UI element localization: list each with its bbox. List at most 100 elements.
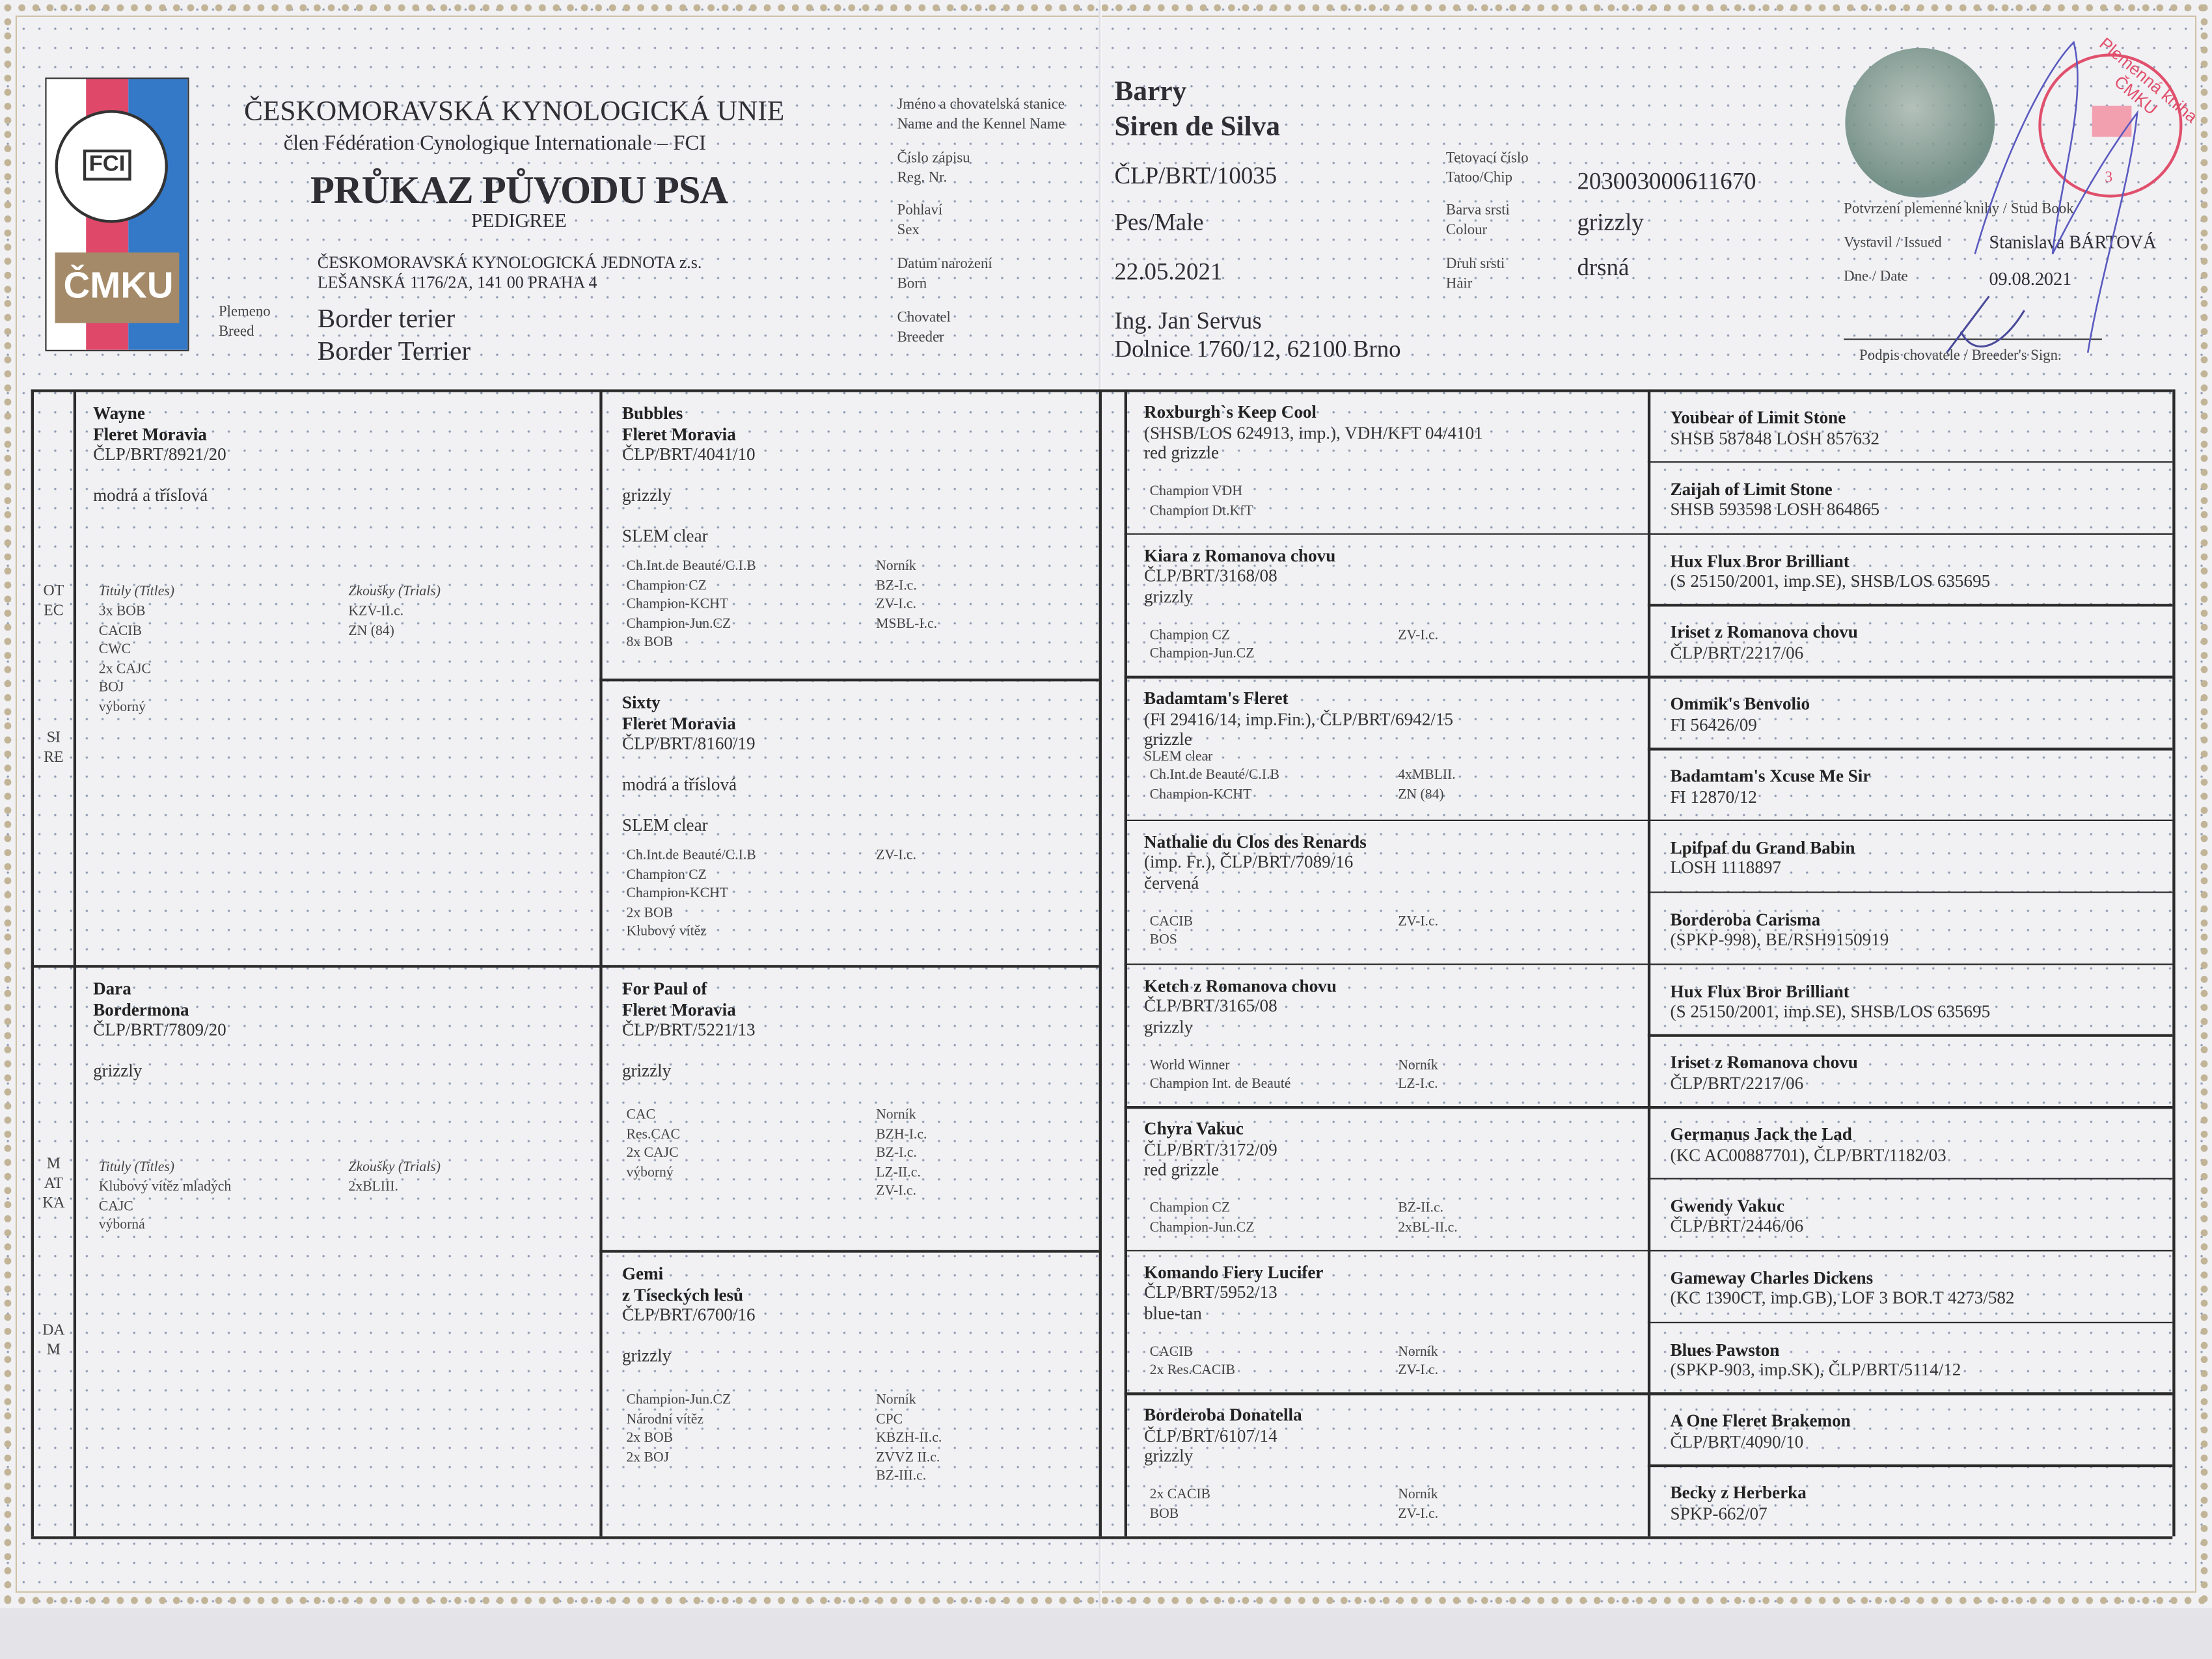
fci-emblem: FCI — [55, 110, 168, 223]
date-label: Dne / Date — [1844, 269, 1908, 286]
dog-name-line: For Paul of — [621, 978, 707, 999]
ancestor-cell-gen4: Ommik's Benvolio FI 56426/09 — [1648, 676, 2172, 748]
dog-name: Zaijah of Limit Stone — [1670, 479, 1833, 500]
table-rule — [1647, 1034, 2173, 1037]
address-line-2: LEŠANSKÁ 1176/2A, 141 00 PRAHA 4 — [317, 272, 597, 292]
table-rule — [1647, 1178, 2173, 1180]
list-item: výborný — [626, 1165, 674, 1180]
titles-heading: Tituly (Titles) — [98, 1159, 174, 1176]
list-item: BOJ — [98, 680, 124, 696]
table-rule — [1647, 1393, 2173, 1396]
list-item: Champion-KCHT — [1149, 787, 1252, 803]
table-rule — [31, 1536, 2173, 1539]
table-rule — [31, 389, 33, 1537]
list-item: 2x Res.CACIB — [1149, 1363, 1235, 1379]
dam-label-cz: MATKA — [42, 1155, 65, 1212]
coat-colour: red grizzle — [1144, 442, 1220, 463]
ancestor-cell-gen4: Hux Flux Bror Brilliant (S 25150/2001, im… — [1648, 533, 2172, 604]
registration-number: (SPKP-903, imp.SK), ČLP/BRT/5114/12 — [1670, 1360, 1961, 1380]
breed-label-en: Breed — [218, 324, 254, 340]
coat-colour: red grizzle — [1144, 1159, 1220, 1180]
ancestor-cell-gen4: Becky z Herberka SPKP-662/07 — [1648, 1464, 2172, 1536]
studbook-stamp: Plemenná kniha ČMKU 3 — [2038, 34, 2202, 198]
dog-name: Roxburgh`s Keep Cool — [1144, 401, 1317, 422]
stamp-logo — [2092, 105, 2132, 137]
reg-label-en: Reg. Nr. — [897, 170, 948, 187]
table-rule — [1647, 819, 2173, 822]
colour-label-en: Colour — [1445, 223, 1488, 239]
list-item: Champion-KCHT — [626, 597, 729, 613]
issued-by: Stanislava BÁRTOVÁ — [1989, 231, 2157, 253]
dam-label-en: DAM — [42, 1321, 65, 1359]
registration-number: ČLP/BRT/7809/20 — [93, 1019, 226, 1040]
ancestor-cell-gen3: Borderoba Donatella ČLP/BRT/6107/14 grizzl… — [1125, 1393, 1648, 1536]
dog-name: Iriset z Romanova chovu — [1670, 623, 1858, 643]
breeder-label-cz: Chovatel — [897, 310, 951, 326]
list-item: 2xBLIII. — [348, 1179, 398, 1195]
list-item: Norník — [876, 1392, 916, 1409]
list-item: CWC — [98, 641, 131, 658]
list-item: 2x BOJ — [626, 1450, 670, 1465]
list-item: Norník — [1398, 1487, 1438, 1504]
dog-name: Becky z Herberka — [1670, 1483, 1807, 1503]
list-item: ZV-I.c. — [876, 597, 916, 613]
dog-name: Kiara z Romanova chovu — [1144, 545, 1336, 565]
dog-name: Germanus Jack the Lad — [1670, 1124, 1852, 1144]
hair-label-en: Hair — [1445, 276, 1473, 292]
dog-name-line: Fleret Moravia — [621, 424, 736, 444]
list-item: CPC — [876, 1411, 903, 1427]
ancestor-cell-gen3: Kiara z Romanova chovu ČLP/BRT/3168/08 gri… — [1125, 533, 1648, 676]
table-rule — [1647, 676, 2173, 679]
signature-line — [1844, 338, 2102, 340]
table-rule — [599, 389, 602, 1537]
dog-name: Chyra Vakuc — [1144, 1118, 1244, 1139]
list-item: Champion CZ — [626, 577, 707, 593]
issue-date: 09.08.2021 — [1989, 267, 2072, 290]
dog-name: Komando Fiery Lucifer — [1144, 1262, 1324, 1282]
list-item: Champion-Jun.CZ — [626, 615, 731, 632]
document-subtitle: PEDIGREE — [471, 211, 567, 233]
breeder-sign-label: Podpis chovatele / Breeder's Sign. — [1859, 348, 2062, 364]
dog-kennel: Siren de Silva — [1114, 111, 1281, 143]
hair-label-cz: Druh srsti — [1445, 256, 1505, 273]
coat-colour: grizzle — [1144, 729, 1192, 749]
list-item: MSBL-I.c. — [876, 615, 938, 632]
list-item: ZV-I.c. — [1398, 1363, 1439, 1379]
cmku-emblem: ČMKU — [55, 252, 180, 323]
ancestor-cell-gen4: Borderoba Carisma (SPKP-998), BE/RSH91509… — [1648, 891, 2172, 963]
table-rule — [2172, 389, 2175, 1537]
list-item: BOB — [1149, 1506, 1179, 1522]
list-item: ZV-I.c. — [876, 848, 916, 864]
ancestor-cell-gen4: Badamtam's Xcuse Me Sir FI 12870/12 — [1648, 748, 2172, 819]
list-item: 8x BOB — [626, 634, 674, 651]
fci-logo-text: FCI — [83, 149, 131, 181]
list-item: KZV-II.c. — [348, 604, 404, 619]
list-item: 4xMBLII. — [1398, 768, 1456, 784]
ancestor-cell-gen4: Blues Pawston (SPKP-903, imp.SK), ČLP/BRT… — [1648, 1321, 2172, 1393]
dog-name-line: Gemi — [621, 1263, 664, 1284]
list-item: Norník — [876, 558, 916, 574]
dog-name-line: z Tíseckých lesů — [621, 1284, 744, 1304]
list-item: 2x CAJC — [626, 1145, 679, 1161]
address-line-1: ČESKOMORAVSKÁ KYNOLOGICKÁ JEDNOTA z.s. — [317, 252, 702, 273]
list-item: ZV-I.c. — [1398, 1506, 1439, 1522]
coat-colour: modrá a tříslová — [621, 774, 737, 794]
ancestor-cell-gen4: Youbear of Limit Stone SHSB 587848 LOSH 8… — [1648, 389, 2172, 461]
breeder-address: Dolnice 1760/12, 62100 Brno — [1114, 336, 1401, 363]
ancestor-cell-gen4: Hux Flux Bror Brilliant (S 25150/2001, im… — [1648, 963, 2172, 1034]
list-item: BZ-III.c. — [876, 1468, 927, 1485]
list-item: KBZH-II.c. — [876, 1430, 942, 1446]
table-rule — [1647, 532, 2173, 535]
list-item: CACIB — [1149, 1343, 1193, 1360]
coat-colour: modrá a tříslová — [93, 485, 208, 506]
dog-born: 22.05.2021 — [1114, 258, 1223, 286]
registration-number: SHSB 593598 LOSH 864865 — [1670, 500, 1880, 520]
name-label-en: Name and the Kennel Name — [897, 116, 1065, 133]
list-item: Champion Int. de Beauté — [1149, 1076, 1291, 1092]
health-status: SLEM clear — [621, 526, 708, 546]
dog-name: Ketch z Romanova chovu — [1144, 975, 1337, 995]
dog-hair: drsná — [1577, 254, 1630, 281]
registration-number: (S 25150/2001, imp.SE), SHSB/LOS 635695 — [1670, 1001, 1991, 1021]
ancestor-cell-gen2: Gemi z Tíseckých lesů ČLP/BRT/6700/16 grizz… — [599, 1250, 1099, 1536]
ancestor-cell-gen4: Iriset z Romanova chovu ČLP/BRT/2217/06 — [1648, 604, 2172, 676]
